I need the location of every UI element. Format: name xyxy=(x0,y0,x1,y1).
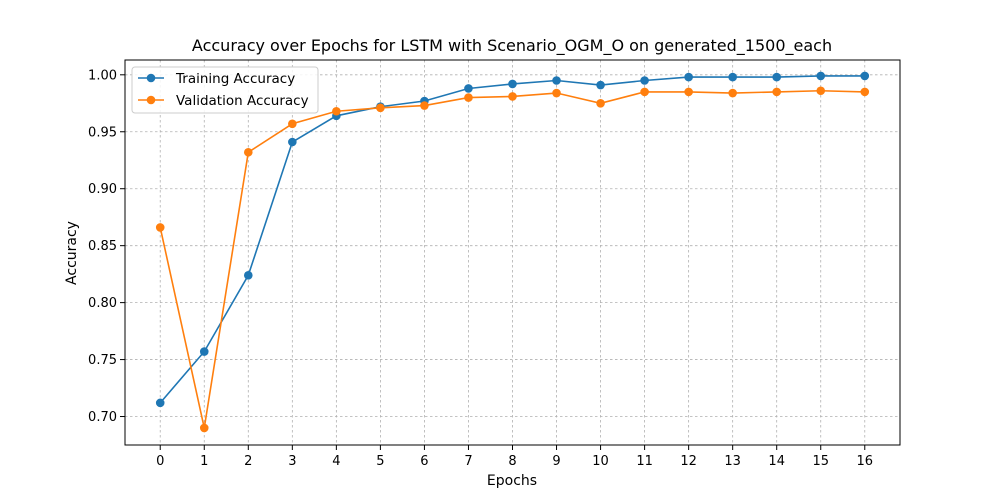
data-point xyxy=(199,347,209,356)
x-tick-label: 10 xyxy=(592,454,609,469)
x-tick-label: 11 xyxy=(636,454,653,469)
data-point xyxy=(155,223,165,232)
x-tick-label: 9 xyxy=(552,454,560,469)
data-point xyxy=(640,76,649,85)
legend: Training Accuracy Validation Accuracy xyxy=(131,66,319,114)
data-point xyxy=(772,72,782,82)
y-tick-label: 0.75 xyxy=(88,353,117,368)
x-tick-label: 4 xyxy=(332,454,340,469)
y-tick-label: 0.95 xyxy=(88,125,117,140)
data-point xyxy=(464,93,473,102)
series-lines xyxy=(155,71,870,433)
data-point xyxy=(288,137,297,147)
data-point xyxy=(684,87,693,97)
data-point xyxy=(552,76,561,85)
legend-swatch-marker xyxy=(146,73,156,83)
data-point xyxy=(508,92,517,101)
data-point xyxy=(464,84,473,93)
x-tick-label: 0 xyxy=(156,454,164,469)
x-tick-label: 8 xyxy=(508,454,516,469)
x-tick-label: 5 xyxy=(376,454,384,469)
data-point xyxy=(772,87,782,97)
grid xyxy=(125,60,900,445)
data-point xyxy=(552,88,561,98)
x-tick-label: 6 xyxy=(420,454,428,469)
legend-swatch-marker xyxy=(146,95,156,105)
data-point xyxy=(684,72,693,82)
chart-title: Accuracy over Epochs for LSTM with Scena… xyxy=(192,36,832,56)
legend-label: Training Accuracy xyxy=(175,71,295,87)
y-tick-label: 0.80 xyxy=(88,296,117,311)
legend-box xyxy=(131,66,319,114)
data-point xyxy=(199,423,209,433)
data-point xyxy=(728,72,737,82)
axis-ticks: 0 1 2 3 4 5 6 7 8 9 10 11 12 13 14 15 160.700.750.800.85… xyxy=(88,68,873,469)
data-point xyxy=(596,80,605,90)
x-tick-label: 12 xyxy=(680,454,697,469)
x-tick-label: 16 xyxy=(856,454,873,469)
data-point xyxy=(860,71,870,81)
data-point xyxy=(332,106,341,116)
x-tick-label: 7 xyxy=(464,454,472,469)
data-point xyxy=(860,87,870,97)
data-point xyxy=(155,398,165,408)
y-tick-label: 0.90 xyxy=(88,182,117,197)
x-tick-label: 13 xyxy=(724,454,741,469)
data-point xyxy=(376,103,385,113)
y-tick-label: 0.85 xyxy=(88,239,117,254)
x-tick-label: 3 xyxy=(288,454,296,469)
data-point xyxy=(728,88,737,98)
x-tick-label: 14 xyxy=(768,454,785,469)
y-tick-label: 0.70 xyxy=(88,410,117,425)
data-point xyxy=(816,71,826,81)
data-point xyxy=(508,79,517,89)
x-tick-label: 2 xyxy=(244,454,252,469)
data-point xyxy=(288,119,297,129)
y-axis-label: Accuracy xyxy=(64,221,80,285)
x-tick-label: 1 xyxy=(200,454,208,469)
x-axis-label: Epochs xyxy=(487,473,537,489)
data-point xyxy=(243,270,253,280)
data-point xyxy=(816,86,826,96)
x-tick-label: 15 xyxy=(812,454,829,469)
data-point xyxy=(243,147,253,157)
legend-label: Validation Accuracy xyxy=(176,93,309,109)
data-point xyxy=(420,101,429,110)
data-point xyxy=(640,87,649,97)
y-tick-label: 1.00 xyxy=(88,68,117,83)
data-point xyxy=(596,98,605,108)
